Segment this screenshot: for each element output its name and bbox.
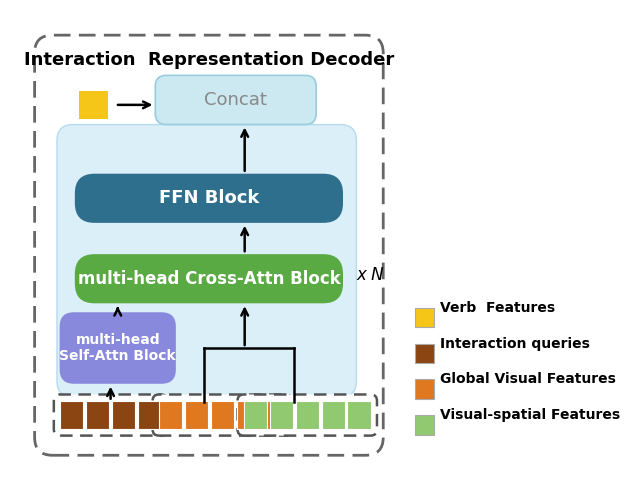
Bar: [86, 401, 109, 429]
Bar: [112, 401, 135, 429]
Bar: [296, 401, 319, 429]
Bar: [262, 401, 286, 429]
FancyBboxPatch shape: [75, 174, 343, 223]
Bar: [415, 308, 434, 328]
Text: multi-head
Self-Attn Block: multi-head Self-Attn Block: [60, 333, 176, 363]
FancyBboxPatch shape: [75, 254, 343, 303]
Bar: [321, 401, 345, 429]
Bar: [237, 401, 260, 429]
Text: Global Visual Features: Global Visual Features: [440, 372, 616, 386]
Bar: [269, 401, 293, 429]
FancyBboxPatch shape: [152, 395, 292, 436]
Bar: [244, 401, 267, 429]
FancyBboxPatch shape: [156, 76, 316, 124]
Bar: [415, 379, 434, 399]
Text: Verb  Features: Verb Features: [440, 301, 555, 315]
Bar: [79, 90, 108, 119]
Text: Visual-spatial Features: Visual-spatial Features: [440, 408, 620, 422]
Text: multi-head Cross-Attn Block: multi-head Cross-Attn Block: [77, 270, 340, 288]
FancyBboxPatch shape: [54, 395, 167, 436]
Bar: [211, 401, 234, 429]
Bar: [348, 401, 371, 429]
FancyBboxPatch shape: [60, 312, 176, 384]
Bar: [159, 401, 182, 429]
Bar: [185, 401, 208, 429]
Bar: [415, 415, 434, 435]
FancyBboxPatch shape: [57, 124, 356, 397]
Bar: [415, 343, 434, 363]
FancyBboxPatch shape: [35, 35, 383, 455]
Text: FFN Block: FFN Block: [159, 189, 259, 207]
FancyBboxPatch shape: [237, 395, 377, 436]
Bar: [60, 401, 83, 429]
Text: Concat: Concat: [204, 91, 267, 109]
Text: Interaction  Representation Decoder: Interaction Representation Decoder: [24, 51, 394, 69]
Text: x N: x N: [356, 266, 384, 284]
Bar: [138, 401, 161, 429]
Text: Interaction queries: Interaction queries: [440, 336, 589, 351]
